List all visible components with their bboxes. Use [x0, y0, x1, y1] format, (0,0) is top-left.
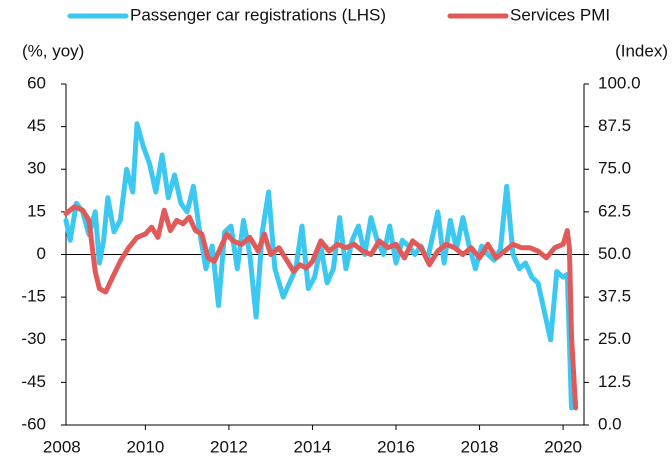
y2-tick-label: 62.5: [598, 201, 631, 220]
x-tick-label: 2010: [126, 437, 164, 456]
x-tick-label: 2012: [210, 437, 248, 456]
series-line: [63, 204, 579, 411]
y2-tick-label: 75.0: [598, 159, 631, 178]
y-tick-label: 0: [37, 244, 46, 263]
x-tick-label: 2016: [377, 437, 415, 456]
y-tick-label: 30: [27, 159, 46, 178]
y2-tick-label: 0.0: [598, 414, 622, 433]
x-tick-label: 2020: [544, 437, 582, 456]
y-tick-label: 60: [27, 73, 46, 92]
y-tick-label: -15: [21, 287, 46, 306]
x-tick-label: 2008: [43, 437, 81, 456]
legend-label: Services PMI: [510, 5, 610, 24]
y-tick-label: 45: [27, 116, 46, 135]
y2-tick-label: 12.5: [598, 372, 631, 391]
y2-tick-label: 100.0: [598, 73, 641, 92]
y-axis-label: (%, yoy): [22, 41, 84, 60]
x-tick-label: 2014: [294, 437, 332, 456]
y-tick-label: -45: [21, 372, 46, 391]
series-line: [63, 121, 579, 411]
y-tick-label: -30: [21, 329, 46, 348]
y-tick-label: 15: [27, 201, 46, 220]
y-tick-label: -60: [21, 414, 46, 433]
y2-tick-label: 25.0: [598, 329, 631, 348]
y2-tick-label: 87.5: [598, 116, 631, 135]
legend-label: Passenger car registrations (LHS): [130, 5, 386, 24]
y2-tick-label: 37.5: [598, 287, 631, 306]
y2-axis-label: (Index): [615, 41, 668, 60]
x-tick-label: 2018: [461, 437, 499, 456]
y2-tick-label: 50.0: [598, 244, 631, 263]
